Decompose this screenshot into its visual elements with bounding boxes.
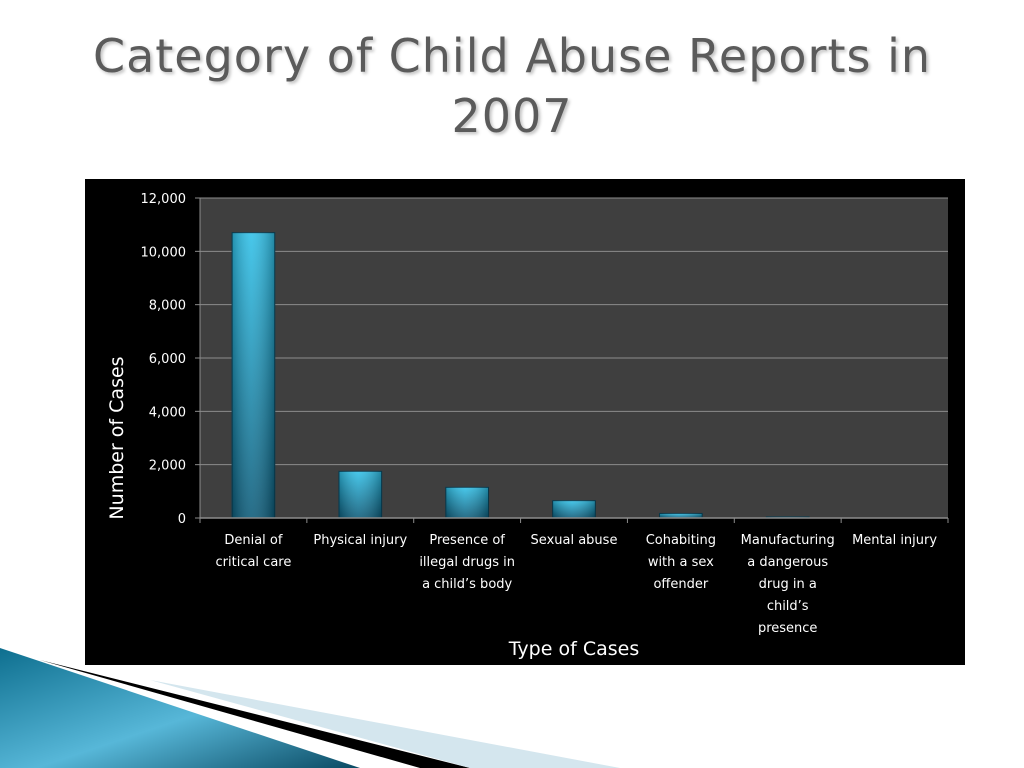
bars [231, 232, 810, 519]
gridlines [200, 197, 948, 466]
bar [338, 470, 383, 519]
bar-shine [445, 487, 489, 518]
y-tick-label: 10,000 [141, 245, 187, 260]
x-tick-label: Cohabiting with a sex offender [646, 533, 716, 592]
x-tick-label: Manufacturing a dangerous drug in a child’s… [741, 533, 835, 636]
bar-chart: 0 2,000 4,000 6,000 8,000 10,000 12,000 Denial… [106, 192, 949, 660]
x-tick-label: Physical injury [313, 533, 407, 548]
decorative-swoosh [0, 648, 620, 768]
y-tick-label: 12,000 [141, 192, 187, 207]
x-axis-tick-labels: Denial of critical care Physical injury Pre… [216, 533, 938, 636]
x-tick-label-line: presence [758, 621, 817, 636]
y-tick-label: 4,000 [149, 405, 186, 420]
x-tick-label: Presence of illegal drugs in a child’s bod… [419, 533, 515, 592]
bar [231, 232, 276, 519]
y-axis-ticks: 0 2,000 4,000 6,000 8,000 10,000 12,000 [141, 192, 200, 527]
x-tick-label-line: Physical injury [313, 533, 407, 548]
y-tick-label: 2,000 [149, 459, 186, 474]
x-tick-label-line: Manufacturing [741, 533, 835, 548]
chart-container: 0 2,000 4,000 6,000 8,000 10,000 12,000 Denial… [85, 179, 965, 665]
swoosh-blue [0, 648, 360, 768]
bar-shine [232, 232, 275, 518]
x-tick-label: Mental injury [852, 533, 937, 548]
x-tick-label-line: Cohabiting [646, 533, 716, 548]
y-tick-label: 8,000 [149, 299, 186, 314]
x-tick-label-line: a child’s body [422, 577, 512, 592]
x-tick-label-line: Sexual abuse [531, 533, 618, 548]
x-tick-label-line: a dangerous [747, 555, 828, 570]
x-tick-label-line: critical care [216, 555, 292, 570]
y-tick-label: 6,000 [149, 352, 186, 367]
x-tick-label-line: offender [653, 577, 708, 592]
x-tick-label-line: Presence of [429, 533, 505, 548]
bar [552, 500, 596, 519]
bar [445, 486, 490, 519]
bar-shine [659, 513, 703, 518]
swoosh-light [150, 680, 620, 768]
x-axis [199, 198, 949, 523]
x-tick-label: Sexual abuse [531, 533, 618, 548]
x-axis-label: Type of Cases [508, 638, 639, 660]
x-tick-label-line: Denial of [224, 533, 283, 548]
x-tick-label: Denial of critical care [216, 533, 292, 570]
y-axis-label: Number of Cases [106, 356, 128, 519]
slide-title: Category of Child Abuse Reports in 2007 [92, 29, 932, 143]
x-tick-label-line: drug in a [759, 577, 817, 592]
x-tick-label-line: Mental injury [852, 533, 937, 548]
x-tick-label-line: illegal drugs in [419, 555, 515, 570]
bar-shine [552, 500, 596, 518]
y-tick-label: 0 [178, 512, 186, 527]
swoosh-black [40, 660, 470, 768]
x-tick-label-line: with a sex [648, 555, 714, 570]
x-tick-label-line: child’s [767, 599, 809, 614]
bar-shine [338, 471, 382, 518]
